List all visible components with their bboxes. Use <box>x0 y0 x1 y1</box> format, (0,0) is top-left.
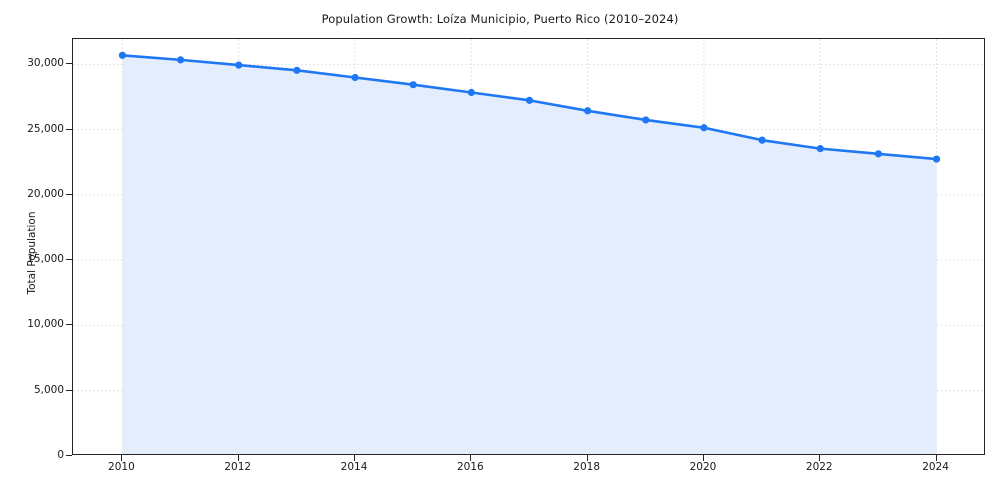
data-point-marker <box>874 150 883 158</box>
data-point-marker <box>293 66 301 74</box>
x-tick-mark <box>237 455 239 461</box>
data-point-marker <box>409 81 417 89</box>
y-tick-mark <box>66 455 72 456</box>
data-point-marker <box>118 51 127 59</box>
y-axis-label: Total Population <box>26 211 38 295</box>
y-tick-label: 20,000 <box>27 187 64 200</box>
y-axis-tick-labels: 0 5,000 10,000 15,000 20,000 25,000 30,000 <box>0 0 64 500</box>
x-tick-mark <box>354 455 356 461</box>
y-tick-label: 0 <box>57 449 64 461</box>
data-point-marker <box>176 56 185 64</box>
data-point-marker <box>642 116 650 124</box>
y-tick-label: 15,000 <box>27 253 64 266</box>
x-tick-label: 2020 <box>689 461 717 473</box>
data-point-marker <box>700 124 708 132</box>
data-point-markers <box>118 51 941 163</box>
y-tick-mark <box>66 324 72 326</box>
y-tick-label: 30,000 <box>27 57 64 70</box>
x-tick-label: 2024 <box>922 461 949 473</box>
data-point-marker <box>932 155 941 163</box>
x-tick-label: 2014 <box>340 461 368 473</box>
y-tick-mark <box>66 128 72 130</box>
y-tick-mark <box>66 63 72 65</box>
data-point-marker <box>351 73 359 82</box>
y-tick-mark <box>66 259 72 261</box>
data-point-marker <box>235 61 243 69</box>
data-point-marker <box>584 107 592 115</box>
y-tick-mark <box>66 389 72 391</box>
x-tick-label: 2016 <box>456 461 484 473</box>
x-tick-label: 2018 <box>573 461 601 473</box>
y-tick-label: 10,000 <box>27 318 64 331</box>
x-tick-label: 2010 <box>108 461 135 473</box>
y-tick-mark <box>66 193 72 195</box>
y-tick-label: 5,000 <box>33 383 64 396</box>
x-tick-mark <box>121 455 123 461</box>
y-tick-label: 25,000 <box>27 122 64 135</box>
data-point-marker <box>467 88 475 97</box>
area-fill-path <box>122 55 937 454</box>
data-point-marker <box>525 96 534 104</box>
x-tick-mark <box>819 455 821 461</box>
x-tick-mark <box>470 455 472 461</box>
data-point-marker <box>816 145 824 153</box>
data-point-marker <box>758 136 766 144</box>
x-tick-mark <box>702 455 704 461</box>
x-tick-label: 2012 <box>224 461 252 473</box>
x-tick-mark <box>935 455 937 461</box>
chart-title: Population Growth: Loíza Municipio, Puer… <box>321 12 679 26</box>
plot-area <box>72 38 985 455</box>
chart-plot-svg <box>73 39 984 454</box>
x-tick-mark <box>586 455 588 461</box>
x-tick-label: 2022 <box>805 461 833 473</box>
